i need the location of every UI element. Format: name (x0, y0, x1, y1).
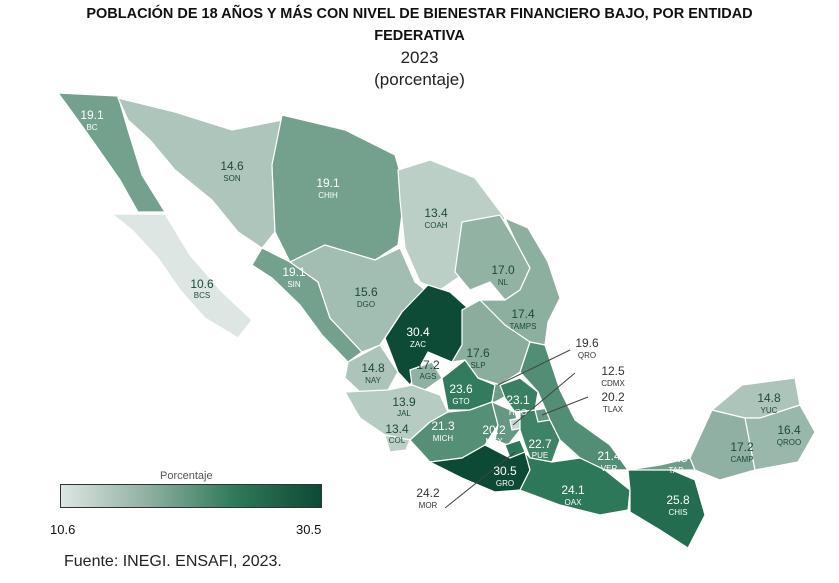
label-abbr-chih: CHIH (318, 191, 338, 200)
state-shape-oax (519, 451, 631, 516)
label-abbr-camp: CAMP (730, 455, 753, 464)
state-shape-bcs (110, 213, 253, 339)
state-shape-ags (409, 361, 443, 391)
label-abbr-gto: GTO (452, 397, 469, 406)
label-value-chih: 19.1 (316, 176, 340, 190)
label-abbr-zac: ZAC (410, 340, 426, 349)
label-value-bcs: 10.6 (190, 277, 214, 291)
label-abbr-sin: SIN (287, 280, 301, 289)
label-value-camp: 17.2 (730, 440, 754, 454)
label-abbr-yuc: YUC (761, 406, 778, 415)
map-title-line-1: POBLACIÓN DE 18 AÑOS Y MÁS CON NIVEL DE … (86, 6, 753, 22)
state-shape-pue (519, 409, 561, 463)
legend-max-value: 30.5 (296, 522, 322, 537)
label-abbr-cdmx: CDMX (601, 379, 625, 388)
label-value-yuc: 14.8 (757, 391, 781, 405)
label-abbr-bc: BC (86, 123, 97, 132)
source-note: Fuente: INEGI. ENSAFI, 2023. (64, 553, 282, 570)
label-value-mex: 20.2 (482, 423, 506, 437)
label-abbr-hgo: HGO (509, 408, 527, 417)
label-value-qroo: 16.4 (777, 423, 801, 437)
label-value-zac: 30.4 (406, 325, 430, 339)
legend-color-scale (60, 484, 322, 508)
label-value-cdmx: 12.5 (601, 364, 625, 378)
label-value-nl: 17.0 (491, 263, 515, 277)
label-value-nay: 14.8 (361, 361, 385, 375)
leader-lines (444, 349, 589, 509)
label-value-slp: 17.6 (466, 346, 490, 360)
label-value-gro: 30.5 (493, 464, 517, 478)
label-value-ags: 17.2 (416, 358, 440, 372)
label-value-sin: 19.1 (282, 265, 306, 279)
label-value-gto: 23.6 (449, 382, 473, 396)
label-value-qro: 19.6 (575, 336, 599, 350)
label-abbr-col: COL (389, 436, 406, 445)
label-value-hgo: 23.1 (506, 393, 530, 407)
state-shape-col (384, 434, 411, 453)
label-value-mor: 24.2 (416, 486, 440, 500)
label-value-tab: 19.5 (664, 451, 688, 465)
label-value-tamps: 17.4 (511, 307, 535, 321)
label-value-ver: 21.4 (597, 449, 621, 463)
label-abbr-son: SON (223, 174, 241, 183)
state-shape-qroo (744, 404, 816, 471)
label-value-bc: 19.1 (80, 108, 104, 122)
label-abbr-qroo: QROO (777, 438, 801, 447)
map-title-line-2: FEDERATIVA (374, 28, 465, 44)
label-value-jal: 13.9 (392, 395, 416, 409)
legend-min-value: 10.6 (50, 522, 76, 537)
label-abbr-mex: MEX (485, 437, 503, 446)
label-abbr-oax: OAX (565, 498, 583, 507)
label-abbr-tab: TAB (669, 466, 684, 475)
label-abbr-tamps: TAMPS (510, 322, 537, 331)
map-unit: (porcentaje) (374, 70, 465, 89)
label-abbr-ags: AGS (420, 372, 437, 381)
label-abbr-gro: GRO (496, 479, 514, 488)
state-shape-bc (56, 92, 167, 213)
label-abbr-mor: MOR (419, 501, 438, 510)
label-value-mich: 21.3 (431, 419, 455, 433)
label-abbr-qro: QRO (578, 351, 596, 360)
label-abbr-slp: SLP (470, 361, 485, 370)
label-abbr-tlax: TLAX (603, 405, 624, 414)
label-value-son: 14.6 (220, 159, 244, 173)
label-abbr-mich: MICH (433, 434, 454, 443)
label-abbr-chis: CHIS (668, 508, 687, 517)
label-value-dgo: 15.6 (354, 285, 378, 299)
label-value-tlax: 20.2 (601, 390, 625, 404)
label-value-oax: 24.1 (561, 483, 585, 497)
label-value-coah: 13.4 (424, 206, 448, 220)
label-abbr-coah: COAH (424, 221, 447, 230)
map-year: 2023 (400, 48, 439, 67)
legend-title: Porcentaje (160, 470, 213, 482)
label-abbr-bcs: BCS (194, 291, 210, 300)
label-abbr-ver: VER (601, 464, 618, 473)
label-abbr-dgo: DGO (357, 300, 375, 309)
label-abbr-nay: NAY (365, 376, 382, 385)
label-abbr-nl: NL (498, 278, 509, 287)
label-value-pue: 22.7 (528, 437, 552, 451)
label-value-col: 13.4 (385, 422, 409, 436)
label-abbr-jal: JAL (397, 409, 411, 418)
label-value-chis: 25.8 (666, 493, 690, 507)
label-abbr-pue: PUE (532, 451, 548, 460)
